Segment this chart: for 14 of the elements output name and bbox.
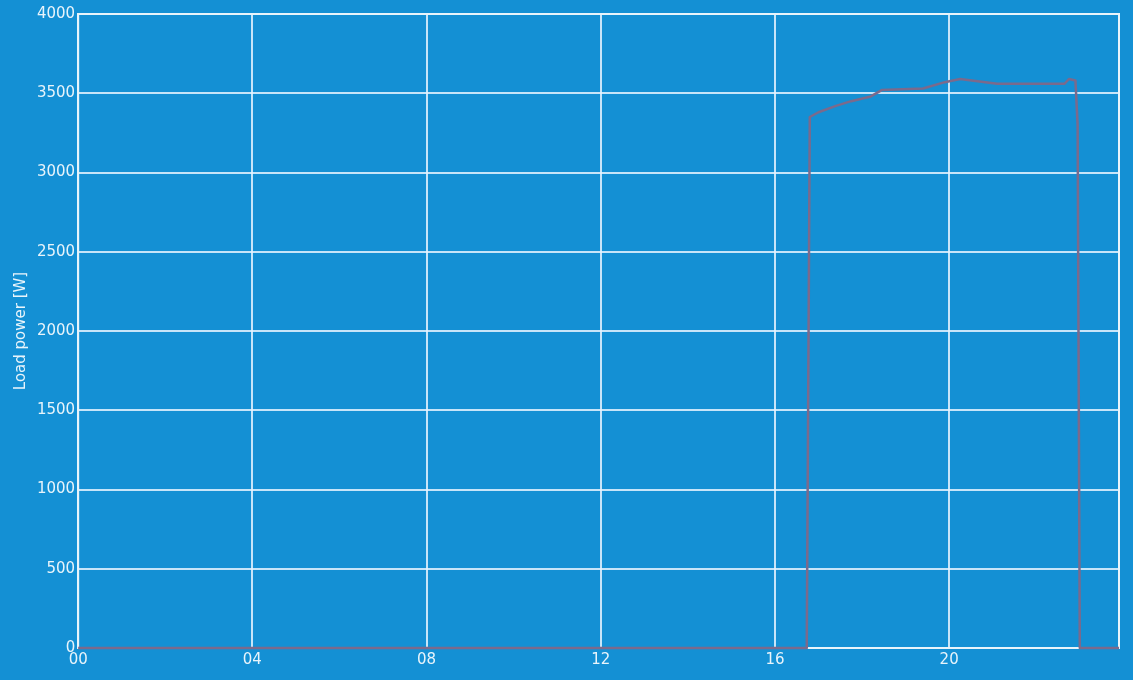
x-tick-label: 08 — [417, 649, 437, 668]
y-tick-label: 500 — [46, 558, 76, 577]
y-axis-title: Load power [W] — [10, 271, 29, 391]
x-tick-label: 16 — [765, 649, 785, 668]
x-tick-label: 12 — [591, 649, 611, 668]
y-tick-label: 4000 — [36, 3, 76, 22]
x-tick-label: 20 — [939, 649, 959, 668]
x-tick-label: 04 — [242, 649, 262, 668]
y-tick-label: 2500 — [36, 241, 76, 260]
y-tick-label: 1000 — [36, 479, 76, 498]
y-tick-label: 1500 — [36, 400, 76, 419]
y-tick-label: 3000 — [36, 162, 76, 181]
y-tick-label: 3500 — [36, 83, 76, 102]
y-tick-label: 2000 — [36, 320, 76, 339]
